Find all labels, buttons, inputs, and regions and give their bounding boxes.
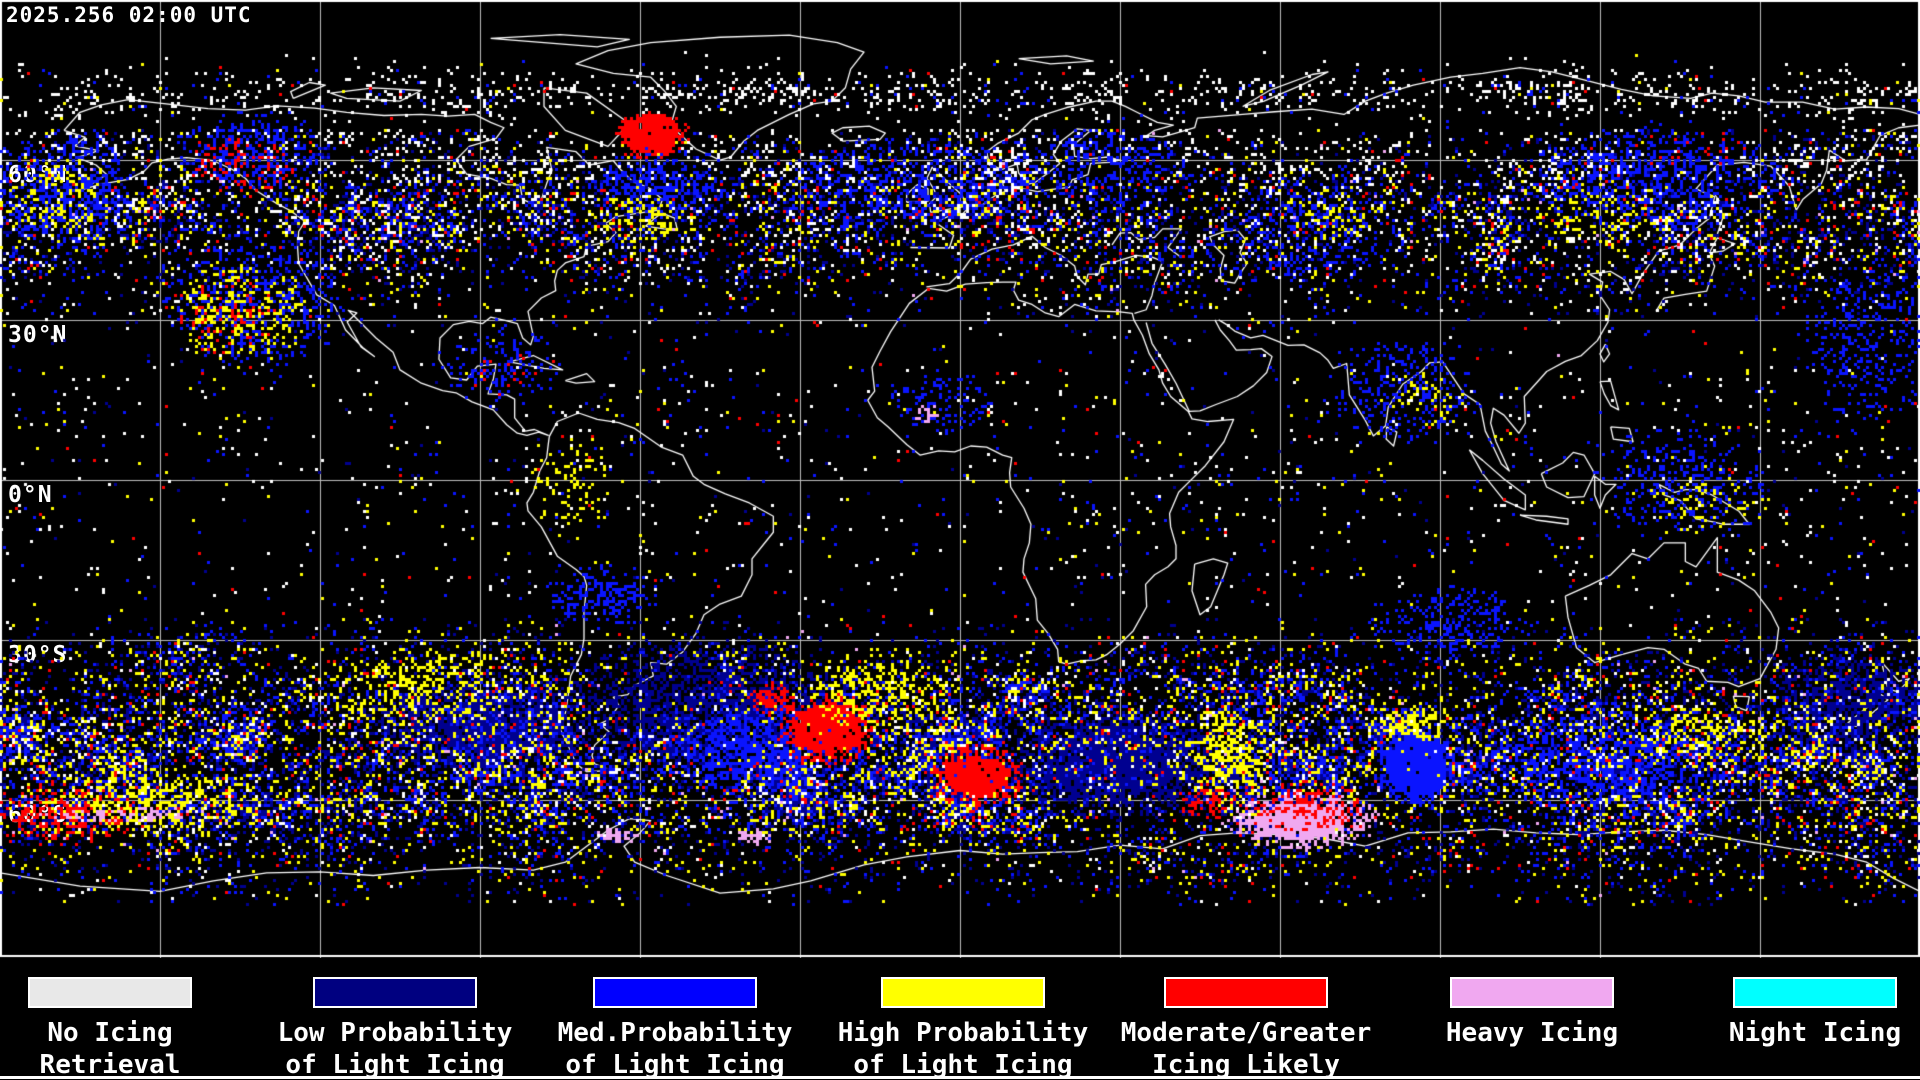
- bottom-border-line: [0, 1076, 1920, 1079]
- legend-label: Low Probability: [277, 1018, 513, 1048]
- legend-swatch-night-icing: [1733, 977, 1897, 1008]
- legend-item-med-probability: Med.Probability of Light Icing: [515, 958, 835, 1080]
- legend-label: of Light Icing: [565, 1050, 785, 1080]
- legend-item-night-icing: Night Icing: [1655, 958, 1920, 1049]
- legend-bar: No Icing Retrieval Low Probability of Li…: [0, 958, 1920, 1080]
- legend-swatch-heavy-icing: [1450, 977, 1614, 1008]
- timestamp-label: 2025.256 02:00 UTC: [6, 3, 252, 27]
- legend-swatch-moderate-greater: [1164, 977, 1328, 1008]
- legend-item-low-probability: Low Probability of Light Icing: [235, 958, 555, 1080]
- legend-label: Retrieval: [39, 1050, 181, 1080]
- legend-swatch-high-probability: [881, 977, 1045, 1008]
- icing-data-overlay-canvas: [0, 0, 1920, 958]
- legend-label: Icing Likely: [1152, 1050, 1340, 1080]
- legend-item-high-probability: High Probability of Light Icing: [803, 958, 1123, 1080]
- legend-item-no-icing: No Icing Retrieval: [0, 958, 270, 1080]
- legend-label: Heavy Icing: [1445, 1018, 1619, 1048]
- legend-item-heavy-icing: Heavy Icing: [1372, 958, 1692, 1049]
- legend-label: of Light Icing: [285, 1050, 505, 1080]
- legend-label: Night Icing: [1728, 1018, 1902, 1048]
- legend-label: High Probability: [837, 1018, 1089, 1048]
- legend-label: No Icing: [47, 1018, 173, 1048]
- legend-swatch-low-probability: [313, 977, 477, 1008]
- legend-label: of Light Icing: [853, 1050, 1073, 1080]
- legend-item-moderate-greater: Moderate/Greater Icing Likely: [1086, 958, 1406, 1080]
- legend-swatch-no-icing: [28, 977, 192, 1008]
- legend-label: Med.Probability: [557, 1018, 793, 1048]
- legend-label: Moderate/Greater: [1120, 1018, 1372, 1048]
- legend-swatch-med-probability: [593, 977, 757, 1008]
